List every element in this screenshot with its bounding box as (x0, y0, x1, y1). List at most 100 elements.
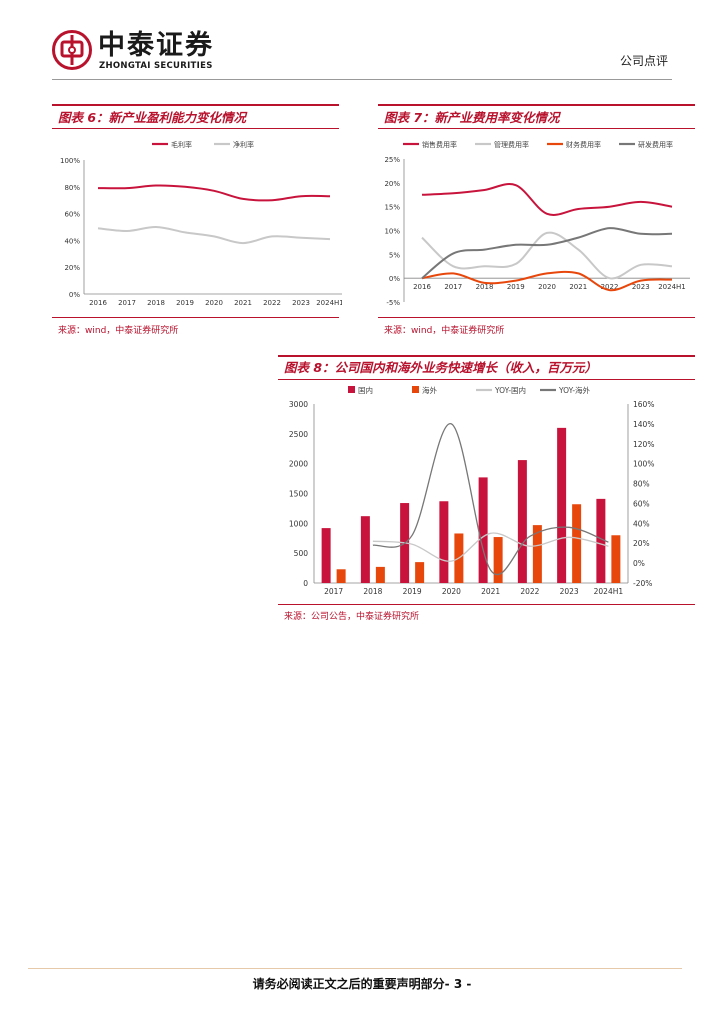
chart8-bar-海外-1 (375, 566, 385, 583)
chart8-right-tick-label: 40% (633, 519, 650, 528)
chart7-series-line-3 (421, 227, 673, 279)
chart6-y-tick-label: 0% (69, 291, 80, 299)
chart7-y-tick-label: 20% (384, 180, 400, 188)
chart8-bottom-rule (278, 604, 695, 605)
chart7-x-tick-label: 2016 (413, 283, 431, 291)
chart7-expense-chart: -5% 0% 5% 10% 15% 20% 25% 2016 2017 2018 2019 2020 2… (384, 140, 690, 307)
chart7-title: 图表 7：新产业费用率变化情况 (384, 110, 560, 125)
chart7-source: 来源：wind，中泰证券研究所 (384, 326, 505, 336)
zhongtai-logo-icon (52, 30, 92, 70)
chart8-x-tick-label: 2023 (560, 587, 579, 596)
page-number: - 3 - (444, 977, 472, 991)
chart6-margin-chart: 0% 20% 40% 60% 80% 100% 2016 2017 2018 2019 2020 20… (60, 140, 342, 307)
chart8-x-tick-label: 2019 (403, 587, 422, 596)
chart6-series-line-0 (97, 184, 331, 202)
chart6-y-tick-label: 60% (64, 211, 80, 219)
chart7-series-line-2 (421, 270, 673, 292)
chart8-x-tick-label: 2024H1 (594, 587, 624, 596)
chart7-y-tick-label: 5% (389, 251, 400, 259)
chart7-y-tick-label: 15% (384, 204, 400, 212)
chart8-bar-海外-0 (336, 569, 346, 583)
chart7-x-tick-label: 2023 (632, 283, 650, 291)
chart8-bar-海外-2 (415, 562, 425, 583)
chart8-bar-海外-7 (611, 535, 621, 583)
chart7-y-tick-label: 10% (384, 228, 400, 236)
chart8-left-tick-label: 0 (303, 579, 308, 588)
chart7-y-tick-label: 0% (389, 275, 400, 283)
chart6-legend-label-0: 毛利率 (171, 140, 192, 149)
document-type-label: 公司点评 (619, 54, 668, 68)
chart8-left-tick-label: 2000 (289, 460, 308, 469)
chart7-legend-label-3: 研发费用率 (638, 140, 673, 149)
chart8-left-tick-label: 1500 (289, 490, 308, 499)
chart7-x-tick-label: 2022 (601, 283, 619, 291)
chart8-yoy-line-0 (372, 532, 609, 562)
chart6-legend-label-1: 净利率 (233, 140, 254, 149)
chart8-title-rule (278, 379, 695, 380)
chart8-bar-国内-5 (517, 460, 527, 583)
chart8-x-tick-label: 2018 (363, 587, 382, 596)
chart7-title-rule (378, 128, 695, 129)
logo-english-name: ZHONGTAI SECURITIES (99, 61, 213, 71)
chart8-x-tick-label: 2021 (481, 587, 500, 596)
chart6-title: 图表 6：新产业盈利能力变化情况 (58, 110, 247, 125)
header-divider (52, 79, 672, 80)
footer-divider (28, 968, 682, 969)
chart6-series-line-1 (97, 225, 331, 245)
chart6-x-tick-label: 2018 (147, 299, 165, 307)
chart8-legend-swatch-0 (348, 386, 355, 393)
chart7-series-line-1 (421, 231, 673, 280)
chart8-bar-国内-0 (321, 528, 331, 583)
chart8-bar-海外-6 (572, 504, 582, 583)
chart8-right-tick-label: 140% (633, 420, 654, 429)
chart8-revenue-chart: 0 500 1000 1500 2000 2500 3000 -20% 0% 20% 40% 60% 8… (289, 385, 655, 596)
chart7-legend-label-1: 管理费用率 (494, 140, 529, 149)
chart8-legend-label-1: 海外 (422, 385, 437, 395)
chart7-y-tick-label: 25% (384, 156, 400, 164)
chart8-x-tick-label: 2020 (442, 587, 461, 596)
chart7-x-tick-label: 2024H1 (658, 283, 686, 291)
chart8-title: 图表 8：公司国内和海外业务快速增长（收入，百万元） (284, 360, 598, 375)
chart8-left-tick-label: 3000 (289, 400, 308, 409)
chart7-x-tick-label: 2019 (507, 283, 525, 291)
chart7-legend-label-0: 销售费用率 (422, 140, 457, 149)
chart8-legend-label-3: YOY-海外 (558, 385, 591, 395)
chart6-x-tick-label: 2021 (234, 299, 252, 307)
chart8-legend-label-0: 国内 (358, 385, 373, 395)
chart6-y-tick-label: 20% (64, 264, 80, 272)
chart7-series-line-0 (421, 183, 673, 216)
chart7-top-rule (378, 104, 695, 106)
chart8-bar-国内-1 (360, 516, 370, 583)
logo-chinese-name: 中泰证券 (98, 30, 214, 61)
chart8-bar-国内-3 (439, 501, 449, 583)
chart6-y-tick-label: 100% (60, 157, 80, 165)
chart6-x-tick-label: 2019 (176, 299, 194, 307)
chart6-top-rule (52, 104, 339, 106)
chart8-source: 来源：公司公告，中泰证券研究所 (284, 612, 420, 622)
chart8-left-tick-label: 500 (294, 549, 309, 558)
chart8-yoy-line-1 (372, 423, 609, 576)
chart7-x-tick-label: 2017 (444, 283, 462, 291)
chart8-legend-label-2: YOY-国内 (494, 385, 526, 395)
chart7-x-tick-label: 2020 (538, 283, 556, 291)
chart6-title-rule (52, 128, 339, 129)
chart6-x-tick-label: 2023 (292, 299, 310, 307)
company-logo: 中泰证券 ZHONGTAI SECURITIES (52, 30, 262, 74)
chart6-x-tick-label: 2017 (118, 299, 136, 307)
chart8-x-tick-label: 2017 (324, 587, 343, 596)
chart6-x-tick-label: 2022 (263, 299, 281, 307)
chart6-y-tick-label: 80% (64, 184, 80, 192)
chart7-bottom-rule (378, 317, 695, 318)
chart6-y-tick-label: 40% (64, 237, 80, 245)
chart8-top-rule (278, 355, 695, 357)
chart6-source: 来源：wind，中泰证券研究所 (58, 326, 179, 336)
chart8-left-tick-label: 1000 (289, 519, 308, 528)
chart8-right-tick-label: -20% (633, 579, 652, 588)
chart8-right-tick-label: 0% (633, 559, 645, 568)
chart6-x-tick-label: 2024H1 (316, 299, 342, 307)
chart6-x-tick-label: 2016 (89, 299, 107, 307)
chart8-x-tick-label: 2022 (520, 587, 539, 596)
footer: 请务必阅读正文之后的重要声明部分- 3 - (0, 975, 724, 992)
chart8-right-tick-label: 120% (633, 440, 654, 449)
chart8-bar-国内-7 (596, 498, 606, 583)
